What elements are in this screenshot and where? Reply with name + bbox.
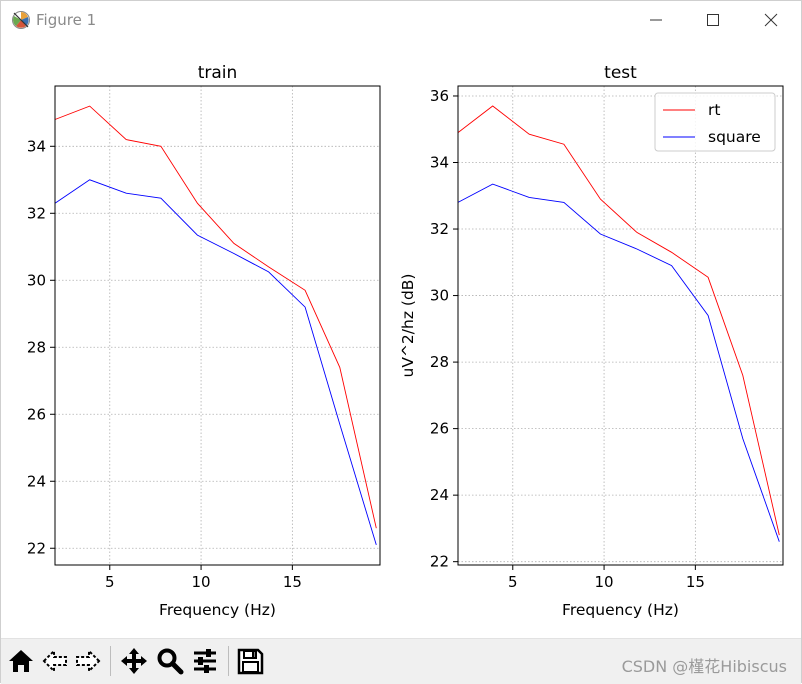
axes-frame bbox=[54, 85, 381, 566]
window-title: Figure 1 bbox=[36, 11, 97, 29]
y-tick-label: 34 bbox=[430, 154, 449, 172]
legend-label-rt: rt bbox=[708, 101, 720, 119]
x-axis-label: Frequency (Hz) bbox=[562, 601, 679, 619]
y-tick-label: 22 bbox=[430, 553, 449, 571]
back-button[interactable] bbox=[40, 646, 70, 676]
title-bar[interactable]: Figure 1 bbox=[1, 1, 801, 39]
x-tick-label: 5 bbox=[508, 573, 518, 591]
series-line-rt bbox=[54, 105, 377, 529]
pan-icon bbox=[121, 648, 147, 674]
forward-button[interactable] bbox=[73, 646, 103, 676]
watermark-text: CSDN @槿花Hibiscus bbox=[621, 657, 787, 676]
y-tick-label: 34 bbox=[27, 137, 46, 155]
y-tick-label: 24 bbox=[430, 486, 449, 504]
x-tick-label: 5 bbox=[105, 573, 115, 591]
series-line-square bbox=[457, 183, 780, 542]
x-tick-label: 10 bbox=[192, 573, 211, 591]
x-tick-label: 15 bbox=[283, 573, 302, 591]
y-axis-label: uV^2/hz (dB) bbox=[399, 274, 417, 378]
y-tick-label: 30 bbox=[27, 271, 46, 289]
x-tick-label: 15 bbox=[686, 573, 705, 591]
configure-subplots-button[interactable] bbox=[190, 646, 220, 676]
home-button[interactable] bbox=[6, 646, 36, 676]
series-line-square bbox=[54, 179, 377, 546]
y-tick-label: 28 bbox=[430, 353, 449, 371]
y-tick-label: 26 bbox=[27, 405, 46, 423]
maximize-icon bbox=[707, 14, 719, 26]
forward-arrow-icon bbox=[76, 648, 101, 674]
pan-button[interactable] bbox=[119, 646, 149, 676]
x-tick-label: 10 bbox=[595, 573, 614, 591]
minimize-button[interactable] bbox=[628, 1, 684, 39]
close-button[interactable] bbox=[743, 1, 799, 39]
x-axis-label: Frequency (Hz) bbox=[159, 601, 276, 619]
back-arrow-icon bbox=[42, 648, 67, 674]
axes-frame bbox=[457, 85, 784, 566]
zoom-icon bbox=[157, 648, 184, 675]
chart-title: test bbox=[604, 63, 637, 83]
y-tick-label: 32 bbox=[430, 220, 449, 238]
series-line-rt bbox=[457, 105, 780, 536]
maximize-button[interactable] bbox=[685, 1, 741, 39]
y-tick-label: 26 bbox=[430, 420, 449, 438]
save-button[interactable] bbox=[235, 646, 265, 676]
save-icon bbox=[237, 648, 264, 675]
legend-box bbox=[654, 92, 776, 152]
y-tick-label: 28 bbox=[27, 338, 46, 356]
y-tick-label: 32 bbox=[27, 204, 46, 222]
y-tick-label: 22 bbox=[27, 539, 46, 557]
home-icon bbox=[9, 650, 33, 672]
navigation-toolbar: CSDN @槿花Hibiscus bbox=[1, 638, 801, 684]
close-icon bbox=[764, 13, 778, 27]
plot-canvas: 5 10 15 22 24 26 28 30 32 34 train Frequency (Hz) 5 1… bbox=[27, 63, 784, 619]
y-tick-label: 24 bbox=[27, 472, 46, 490]
toolbar-separator bbox=[228, 646, 229, 676]
y-tick-label: 30 bbox=[430, 287, 449, 305]
y-tick-label: 36 bbox=[430, 87, 449, 105]
minimize-icon bbox=[650, 19, 662, 21]
matplotlib-logo-icon bbox=[12, 11, 30, 29]
configure-subplots-icon bbox=[194, 649, 216, 673]
legend-label-square: square bbox=[708, 128, 761, 146]
chart-title: train bbox=[198, 63, 238, 83]
zoom-button[interactable] bbox=[155, 646, 185, 676]
toolbar-separator bbox=[110, 646, 111, 676]
figure-canvas[interactable]: 5 10 15 22 24 26 28 30 32 34 train Frequency (Hz) 5 1… bbox=[1, 39, 801, 638]
